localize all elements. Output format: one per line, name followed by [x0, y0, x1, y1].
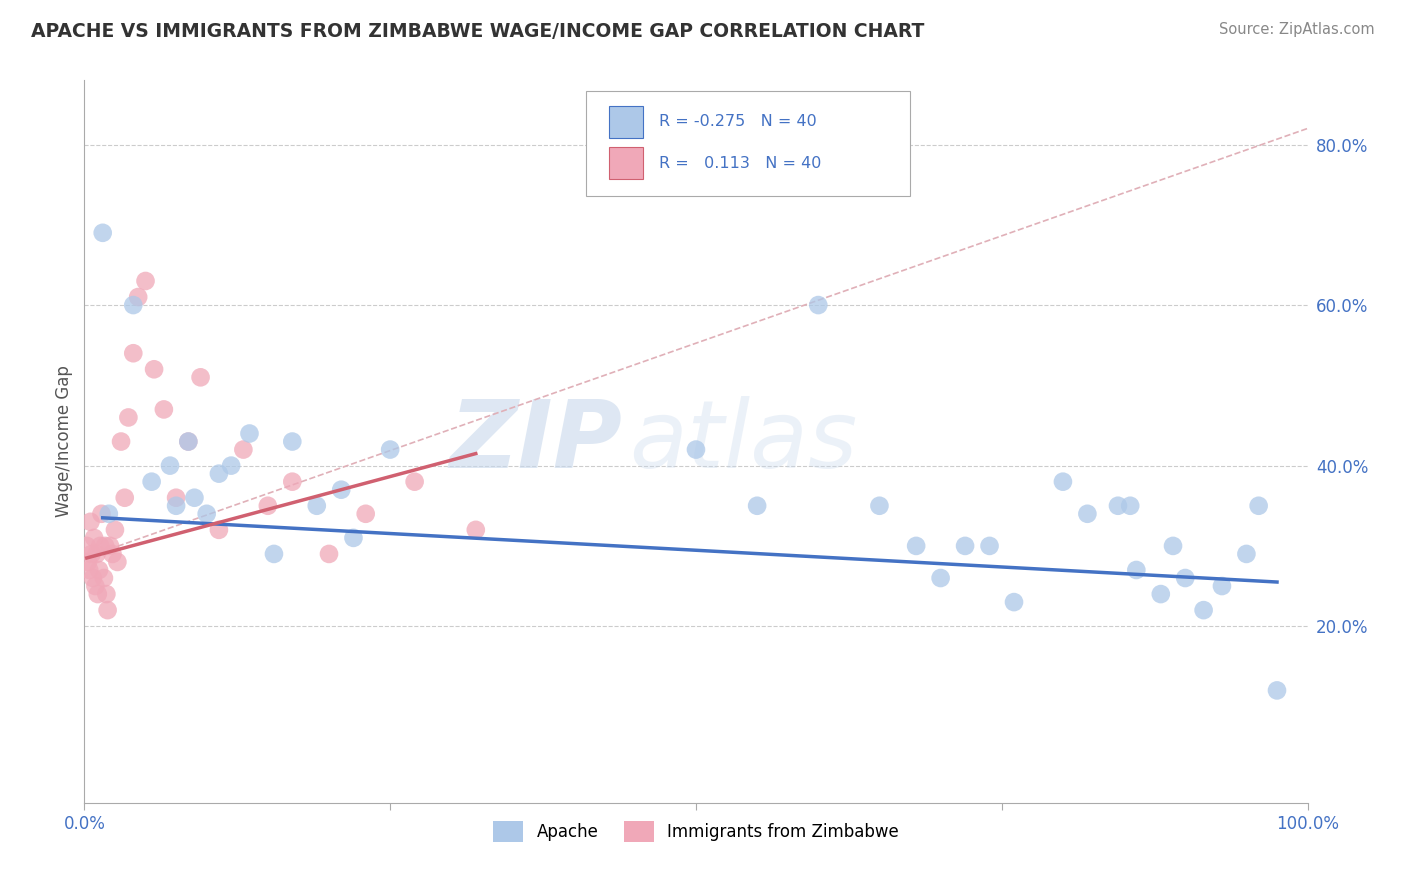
Text: atlas: atlas	[628, 396, 856, 487]
Text: ZIP: ZIP	[450, 395, 623, 488]
Point	[79, 515, 101, 529]
Point	[122, 298, 145, 312]
Text: APACHE VS IMMIGRANTS FROM ZIMBABWE WAGE/INCOME GAP CORRELATION CHART: APACHE VS IMMIGRANTS FROM ZIMBABWE WAGE/…	[31, 22, 924, 41]
Point	[87, 587, 110, 601]
Point	[195, 507, 218, 521]
Point	[281, 475, 304, 489]
Point	[1247, 499, 1270, 513]
Text: Source: ZipAtlas.com: Source: ZipAtlas.com	[1219, 22, 1375, 37]
Point	[1052, 475, 1074, 489]
Point	[91, 226, 114, 240]
Point	[232, 442, 254, 457]
Point	[1174, 571, 1197, 585]
Point	[1150, 587, 1173, 601]
Y-axis label: Wage/Income Gap: Wage/Income Gap	[55, 366, 73, 517]
Point	[257, 499, 280, 513]
Point	[90, 507, 112, 521]
Point	[1211, 579, 1233, 593]
Point	[318, 547, 340, 561]
Point	[342, 531, 364, 545]
Point	[94, 539, 117, 553]
Text: R =   0.113   N = 40: R = 0.113 N = 40	[659, 155, 821, 170]
Point	[305, 499, 328, 513]
Point	[1161, 539, 1184, 553]
Point	[1107, 499, 1129, 513]
Point	[87, 563, 110, 577]
Point	[177, 434, 200, 449]
Point	[141, 475, 163, 489]
Point	[1192, 603, 1215, 617]
Point	[77, 555, 100, 569]
Text: R = -0.275   N = 40: R = -0.275 N = 40	[659, 114, 817, 129]
Point	[1119, 499, 1142, 513]
Point	[1002, 595, 1025, 609]
Point	[83, 531, 105, 545]
Point	[330, 483, 353, 497]
Point	[93, 571, 115, 585]
Point	[929, 571, 952, 585]
Point	[77, 563, 100, 577]
Point	[869, 499, 891, 513]
Point	[263, 547, 285, 561]
Point	[905, 539, 928, 553]
Point	[82, 571, 104, 585]
Point	[464, 523, 486, 537]
Point	[165, 499, 187, 513]
Point	[96, 587, 118, 601]
Point	[80, 547, 103, 561]
Point	[354, 507, 377, 521]
Point	[101, 547, 124, 561]
Point	[183, 491, 205, 505]
Point	[117, 410, 139, 425]
Point	[219, 458, 242, 473]
Point	[807, 298, 830, 312]
Point	[953, 539, 976, 553]
Legend: Apache, Immigrants from Zimbabwe: Apache, Immigrants from Zimbabwe	[486, 814, 905, 848]
Point	[1265, 683, 1288, 698]
Point	[135, 274, 157, 288]
Point	[380, 442, 402, 457]
Point	[208, 523, 231, 537]
Point	[165, 491, 187, 505]
Point	[979, 539, 1001, 553]
Point	[1076, 507, 1098, 521]
Point	[1236, 547, 1258, 561]
Point	[84, 579, 107, 593]
Point	[97, 603, 120, 617]
Point	[122, 346, 145, 360]
Point	[281, 434, 304, 449]
Point	[190, 370, 212, 384]
FancyBboxPatch shape	[586, 91, 910, 196]
Point	[1125, 563, 1147, 577]
Point	[238, 426, 260, 441]
Point	[143, 362, 166, 376]
Point	[105, 555, 128, 569]
Point	[208, 467, 231, 481]
Point	[177, 434, 200, 449]
Point	[747, 499, 769, 513]
Point	[110, 434, 132, 449]
Point	[685, 442, 707, 457]
Point	[114, 491, 136, 505]
Point	[89, 539, 111, 553]
Point	[404, 475, 426, 489]
Point	[159, 458, 181, 473]
Point	[104, 523, 127, 537]
Point	[97, 507, 120, 521]
Point	[153, 402, 176, 417]
Point	[76, 539, 98, 553]
Point	[98, 539, 121, 553]
Point	[127, 290, 149, 304]
Bar	[609, 147, 644, 179]
Point	[86, 547, 108, 561]
Bar	[609, 105, 644, 138]
